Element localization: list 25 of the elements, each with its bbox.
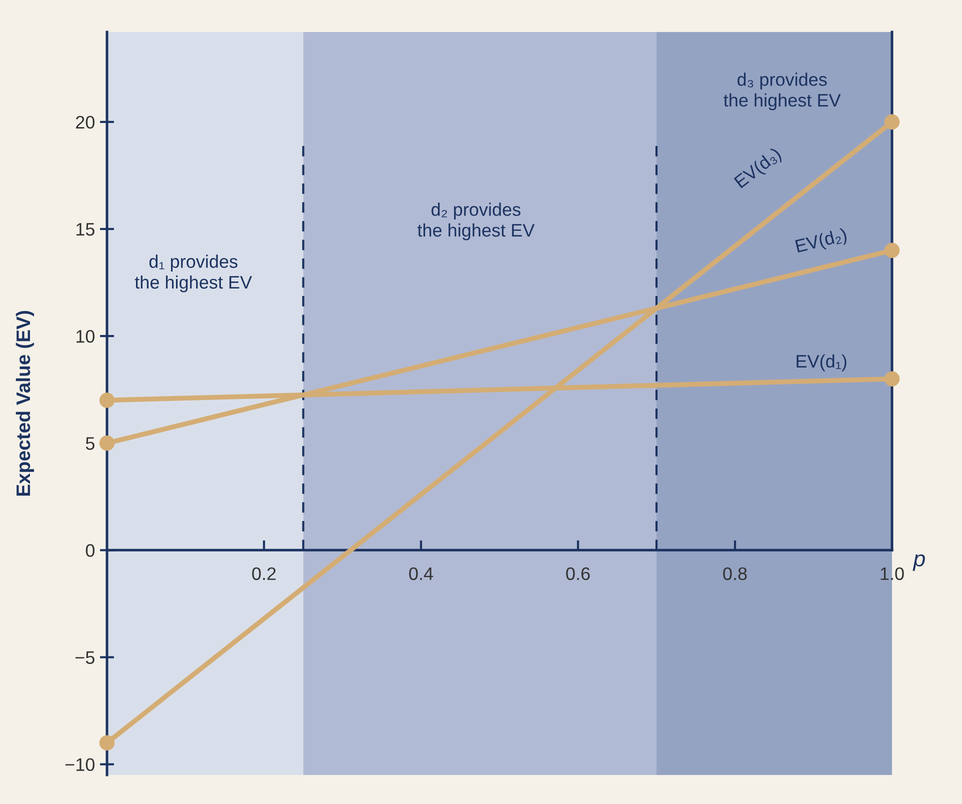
annotation: d₁ provides the highest EV	[134, 254, 252, 292]
point	[99, 735, 115, 751]
x-tick-label: 1.0	[880, 567, 904, 580]
point	[99, 392, 115, 408]
point	[884, 114, 900, 130]
y-tick-label: 20	[76, 116, 94, 129]
y-tick-label: −10	[65, 758, 94, 772]
x-tick-label: 0.4	[409, 567, 434, 580]
y-axis-title: Expected Value (EV)	[16, 310, 34, 496]
point	[99, 435, 115, 451]
y-tick-label: 15	[76, 223, 94, 236]
series-label: EV(d₁)	[796, 354, 846, 372]
annotation: d₂ provides the highest EV	[418, 202, 535, 240]
x-tick-label: 0.8	[723, 567, 747, 580]
y-tick-label: −5	[76, 651, 94, 664]
y-tick-label: 0	[86, 544, 94, 557]
y-tick-label: 5	[86, 437, 94, 450]
text: EV(d₂)	[794, 228, 848, 256]
annotation: d₃ provides the highest EV	[724, 72, 841, 110]
y-tick-label: 10	[76, 330, 94, 343]
x-axis-title: p	[912, 554, 925, 571]
point	[884, 242, 900, 258]
x-tick-label: 0.2	[252, 567, 276, 580]
x-tick-label: 0.6	[566, 567, 590, 580]
point	[884, 371, 900, 387]
